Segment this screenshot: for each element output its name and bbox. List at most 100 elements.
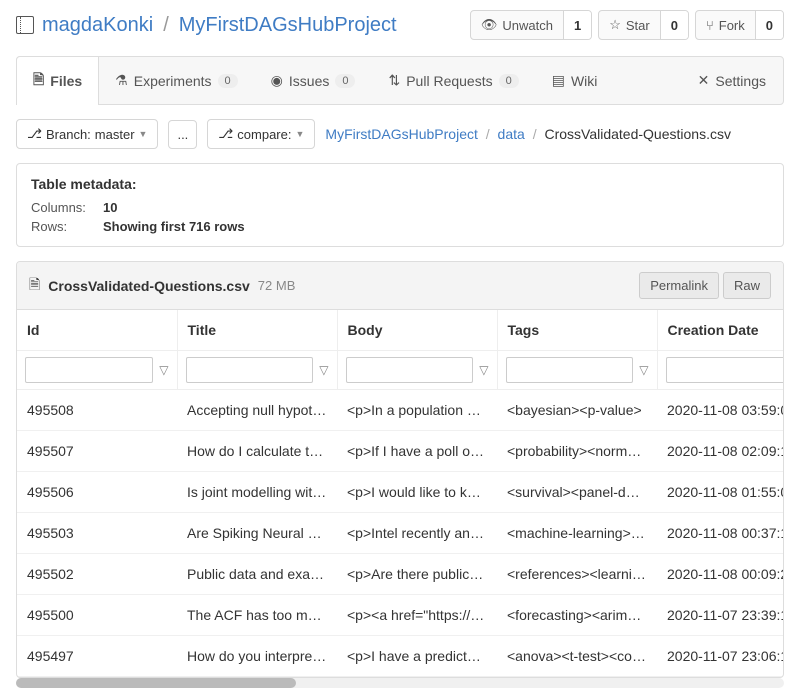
ellipsis-button[interactable]: ... bbox=[168, 120, 197, 149]
cell-date: 2020-11-08 02:09:11 bbox=[657, 431, 783, 472]
table-row[interactable]: 495500The ACF has too many ...<p><a href… bbox=[17, 595, 783, 636]
cell-tags: <references><learning> bbox=[497, 554, 657, 595]
tab-settings[interactable]: ✕Settings bbox=[682, 57, 783, 104]
filter-tags[interactable] bbox=[506, 357, 634, 383]
col-tags[interactable]: Tags bbox=[497, 310, 657, 351]
cell-date: 2020-11-07 23:39:19 bbox=[657, 595, 783, 636]
tabs: 🗎Files ⚗Experiments0 ◉Issues0 ⇅Pull Requ… bbox=[16, 56, 784, 105]
table-row[interactable]: 495506Is joint modelling with s...<p>I w… bbox=[17, 472, 783, 513]
compare-dropdown[interactable]: ⎇ compare: ▼ bbox=[207, 119, 315, 149]
file-icon: 🗎 bbox=[29, 274, 40, 298]
filter-icon[interactable]: ▽ bbox=[639, 363, 648, 377]
table-row[interactable]: 495508Accepting null hypothe...<p>In a p… bbox=[17, 390, 783, 431]
flask-icon: ⚗ bbox=[115, 72, 128, 89]
path-breadcrumb: MyFirstDAGsHubProject / data / CrossVali… bbox=[325, 126, 731, 142]
metadata-title: Table metadata: bbox=[31, 176, 769, 192]
chevron-down-icon: ▼ bbox=[139, 129, 148, 139]
repo-header: magdaKonki / MyFirstDAGsHubProject 👁Unwa… bbox=[0, 0, 800, 50]
col-id[interactable]: Id bbox=[17, 310, 177, 351]
cell-body: <p>I would like to know... bbox=[337, 472, 497, 513]
filter-icon[interactable]: ▽ bbox=[319, 363, 328, 377]
file-name: CrossValidated-Questions.csv bbox=[48, 278, 250, 294]
cell-body: <p>In a population of 1... bbox=[337, 390, 497, 431]
filter-icon[interactable]: ▽ bbox=[159, 363, 168, 377]
tab-files[interactable]: 🗎Files bbox=[16, 56, 99, 105]
branch-dropdown[interactable]: ⎇ Branch: master ▼ bbox=[16, 119, 158, 149]
table-row[interactable]: 495503Are Spiking Neural Net...<p>Intel … bbox=[17, 513, 783, 554]
cell-tags: <anova><t-test><contr... bbox=[497, 636, 657, 677]
alert-icon: ◉ bbox=[271, 72, 283, 89]
fork-icon: ⑂ bbox=[706, 18, 714, 33]
file-panel: 🗎 CrossValidated-Questions.csv 72 MB Per… bbox=[16, 261, 784, 678]
raw-button[interactable]: Raw bbox=[723, 272, 771, 299]
file-icon: 🗎 bbox=[33, 69, 44, 93]
col-body[interactable]: Body bbox=[337, 310, 497, 351]
tab-experiments[interactable]: ⚗Experiments0 bbox=[99, 57, 255, 104]
filter-date[interactable] bbox=[666, 357, 784, 383]
table-row[interactable]: 495497How do you interpret th...<p>I hav… bbox=[17, 636, 783, 677]
columns-value: 10 bbox=[103, 200, 117, 215]
experiments-count: 0 bbox=[218, 74, 238, 88]
fork-button[interactable]: ⑂Fork 0 bbox=[695, 10, 784, 40]
eye-off-icon: 👁 bbox=[481, 17, 498, 33]
rows-value: Showing first 716 rows bbox=[103, 219, 245, 234]
cell-tags: <bayesian><p-value> bbox=[497, 390, 657, 431]
owner-link[interactable]: magdaKonki bbox=[42, 14, 153, 37]
filter-title[interactable] bbox=[186, 357, 314, 383]
repo-icon bbox=[16, 16, 34, 34]
rows-label: Rows: bbox=[31, 219, 89, 234]
tab-pulls[interactable]: ⇅Pull Requests0 bbox=[372, 57, 535, 104]
branch-icon: ⎇ bbox=[27, 126, 42, 142]
cell-tags: <machine-learning><n... bbox=[497, 513, 657, 554]
tools-icon: ✕ bbox=[698, 72, 710, 89]
filter-body[interactable] bbox=[346, 357, 474, 383]
star-button[interactable]: ☆Star 0 bbox=[598, 10, 689, 40]
filter-id[interactable] bbox=[25, 357, 153, 383]
col-date[interactable]: Creation Date bbox=[657, 310, 783, 351]
repo-link[interactable]: MyFirstDAGsHubProject bbox=[179, 14, 397, 37]
cell-id: 495503 bbox=[17, 513, 177, 554]
cell-id: 495497 bbox=[17, 636, 177, 677]
file-header: 🗎 CrossValidated-Questions.csv 72 MB Per… bbox=[17, 262, 783, 310]
chevron-down-icon: ▼ bbox=[295, 129, 304, 139]
cell-date: 2020-11-08 00:09:25 bbox=[657, 554, 783, 595]
cell-body: <p>Intel recently anno... bbox=[337, 513, 497, 554]
permalink-button[interactable]: Permalink bbox=[639, 272, 719, 299]
table-row[interactable]: 495502Public data and exampl...<p>Are th… bbox=[17, 554, 783, 595]
cell-tags: <probability><normal-... bbox=[497, 431, 657, 472]
cell-tags: <forecasting><arima><... bbox=[497, 595, 657, 636]
tab-wiki[interactable]: ▤Wiki bbox=[536, 57, 615, 104]
horizontal-scrollbar[interactable] bbox=[16, 678, 784, 688]
cell-id: 495507 bbox=[17, 431, 177, 472]
header-actions: 👁Unwatch 1 ☆Star 0 ⑂Fork 0 bbox=[470, 10, 784, 40]
cell-title: Accepting null hypothe... bbox=[177, 390, 337, 431]
path-root[interactable]: MyFirstDAGsHubProject bbox=[325, 126, 477, 142]
issues-count: 0 bbox=[335, 74, 355, 88]
col-title[interactable]: Title bbox=[177, 310, 337, 351]
filter-row: ▽ ▽ ▽ ▽ ▽ bbox=[17, 351, 783, 390]
data-grid: Id Title Body Tags Creation Date ▽ ▽ ▽ ▽… bbox=[17, 310, 783, 677]
path-dir[interactable]: data bbox=[498, 126, 525, 142]
metadata-box: Table metadata: Columns:10 Rows:Showing … bbox=[16, 163, 784, 247]
unwatch-button[interactable]: 👁Unwatch 1 bbox=[470, 10, 592, 40]
cell-date: 2020-11-08 01:55:08 bbox=[657, 472, 783, 513]
header-row: Id Title Body Tags Creation Date bbox=[17, 310, 783, 351]
tab-issues[interactable]: ◉Issues0 bbox=[255, 57, 373, 104]
cell-title: How do you interpret th... bbox=[177, 636, 337, 677]
cell-body: <p><a href="https://i.s... bbox=[337, 595, 497, 636]
cell-body: <p>If I have a poll of 6... bbox=[337, 431, 497, 472]
cell-body: <p>Are there public da... bbox=[337, 554, 497, 595]
cell-title: How do I calculate the ... bbox=[177, 431, 337, 472]
pulls-count: 0 bbox=[499, 74, 519, 88]
scroll-thumb[interactable] bbox=[16, 678, 296, 688]
cell-id: 495502 bbox=[17, 554, 177, 595]
fork-count: 0 bbox=[755, 11, 783, 39]
cell-id: 495508 bbox=[17, 390, 177, 431]
filter-icon[interactable]: ▽ bbox=[479, 363, 488, 377]
cell-id: 495506 bbox=[17, 472, 177, 513]
cell-title: Are Spiking Neural Net... bbox=[177, 513, 337, 554]
cell-date: 2020-11-08 03:59:02 bbox=[657, 390, 783, 431]
star-icon: ☆ bbox=[609, 17, 621, 33]
cell-id: 495500 bbox=[17, 595, 177, 636]
table-row[interactable]: 495507How do I calculate the ...<p>If I … bbox=[17, 431, 783, 472]
